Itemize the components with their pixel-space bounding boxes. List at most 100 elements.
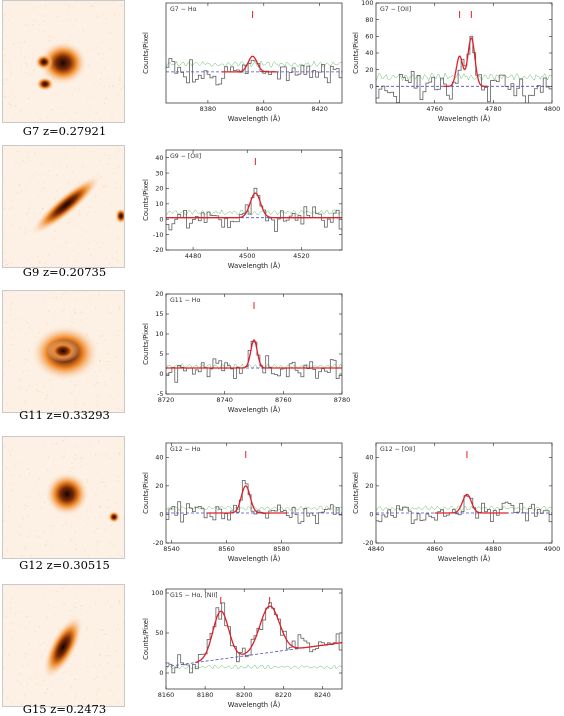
sky-noise-dot xyxy=(113,591,116,594)
sky-noise-dot xyxy=(23,401,26,403)
sky-noise-dot xyxy=(31,52,33,54)
sky-noise-dot xyxy=(109,703,111,706)
sky-noise-dot xyxy=(11,622,14,624)
sky-noise-dot xyxy=(53,319,56,321)
sky-noise-dot xyxy=(8,336,10,339)
sky-noise-dot xyxy=(104,77,105,78)
sky-noise-dot xyxy=(28,473,31,476)
sky-noise-dot xyxy=(32,20,35,22)
sky-noise-dot xyxy=(88,115,90,117)
sky-noise-dot xyxy=(75,1,77,3)
sky-noise-dot xyxy=(65,547,68,550)
sky-noise-dot xyxy=(5,585,7,587)
sky-noise-dot xyxy=(29,73,31,76)
sky-noise-dot xyxy=(118,480,120,483)
sky-noise-dot xyxy=(72,310,74,312)
sky-noise-dot xyxy=(34,68,37,70)
sky-noise-dot xyxy=(116,146,119,148)
sky-noise-dot xyxy=(84,667,87,669)
x-tick-label: 8540 xyxy=(163,545,180,553)
sky-noise-dot xyxy=(15,464,17,467)
sky-noise-dot xyxy=(8,653,10,656)
sky-noise-dot xyxy=(24,656,26,658)
sky-noise-dot xyxy=(121,350,124,353)
sky-noise-dot xyxy=(66,11,69,13)
sky-noise-dot xyxy=(15,36,18,39)
sky-noise-dot xyxy=(27,258,29,260)
sky-noise-dot xyxy=(115,502,117,504)
sky-noise-dot xyxy=(12,43,15,46)
sky-noise-dot xyxy=(109,605,111,608)
sky-noise-dot xyxy=(94,83,96,86)
sky-noise-dot xyxy=(47,36,50,38)
sky-noise-dot xyxy=(47,174,49,176)
sky-noise-dot xyxy=(21,675,24,677)
spectrum-panel-g11-halpha: 8720 8740 8760 8780 -5 0 5 10 15 20 Wavelength (Å)… xyxy=(140,290,350,414)
sky-noise-dot xyxy=(104,480,106,483)
sky-noise-dot xyxy=(89,254,92,256)
sky-noise-dot xyxy=(43,31,45,33)
sky-noise-dot xyxy=(89,5,92,8)
sky-noise-dot xyxy=(110,506,113,509)
sky-noise-dot xyxy=(6,58,7,59)
sky-noise-dot xyxy=(13,482,15,485)
sky-noise-dot xyxy=(27,24,30,27)
sky-noise-dot xyxy=(117,476,119,478)
sky-noise-dot xyxy=(49,203,51,206)
sky-noise-dot xyxy=(88,109,90,112)
sky-noise-dot xyxy=(17,680,20,683)
y-tick-label: 20 xyxy=(155,290,163,298)
sky-noise-dot xyxy=(22,371,24,373)
sky-noise-dot xyxy=(6,221,8,223)
sky-noise-dot xyxy=(97,53,100,56)
sky-noise-dot xyxy=(100,72,103,74)
sky-noise-dot xyxy=(106,353,109,355)
sky-noise-dot xyxy=(6,552,7,553)
sky-noise-dot xyxy=(4,446,6,448)
galaxy-caption-g15: G15 z=0.2473 xyxy=(22,702,107,716)
sky-noise-dot xyxy=(25,54,27,57)
sky-noise-dot xyxy=(71,462,73,464)
sky-noise-dot xyxy=(102,308,104,311)
sky-noise-dot xyxy=(8,510,10,513)
sky-noise-dot xyxy=(24,23,26,26)
sky-noise-dot xyxy=(96,675,98,678)
sky-noise-dot xyxy=(119,102,121,105)
sky-noise-dot xyxy=(75,545,77,548)
sky-noise-dot xyxy=(45,466,47,468)
sky-noise-dot xyxy=(28,46,29,47)
error-spectrum-line xyxy=(166,60,342,68)
sky-noise-dot xyxy=(24,72,27,75)
sky-noise-dot xyxy=(87,97,89,99)
sky-noise-dot xyxy=(39,190,41,192)
sky-noise-dot xyxy=(103,381,106,383)
sky-noise-dot xyxy=(52,261,55,263)
sky-noise-dot xyxy=(105,500,106,501)
sky-noise-dot xyxy=(107,403,110,406)
sky-noise-dot xyxy=(89,463,92,466)
y-tick-label: 80 xyxy=(365,16,373,24)
sky-noise-dot xyxy=(9,598,12,600)
gaussian-fit-line xyxy=(166,339,342,369)
sky-noise-dot xyxy=(18,445,20,447)
sky-noise-dot xyxy=(9,291,11,293)
sky-noise-dot xyxy=(5,321,8,323)
sky-noise-dot xyxy=(98,53,100,55)
sky-noise-dot xyxy=(32,174,34,176)
sky-noise-dot xyxy=(38,181,40,184)
sky-noise-dot xyxy=(42,265,44,267)
sky-noise-dot xyxy=(85,463,87,465)
galaxy-image xyxy=(39,41,87,85)
sky-noise-dot xyxy=(70,88,71,89)
sky-noise-dot xyxy=(98,497,100,500)
sky-noise-dot xyxy=(46,230,48,232)
sky-noise-dot xyxy=(100,542,102,544)
sky-noise-dot xyxy=(104,339,106,341)
sky-noise-dot xyxy=(117,664,119,667)
sky-noise-dot xyxy=(90,167,91,168)
sky-noise-dot xyxy=(82,554,84,556)
sky-noise-dot xyxy=(121,644,124,647)
sky-noise-dot xyxy=(105,677,108,680)
sky-noise-dot xyxy=(21,227,23,229)
sky-noise-dot xyxy=(81,235,84,237)
